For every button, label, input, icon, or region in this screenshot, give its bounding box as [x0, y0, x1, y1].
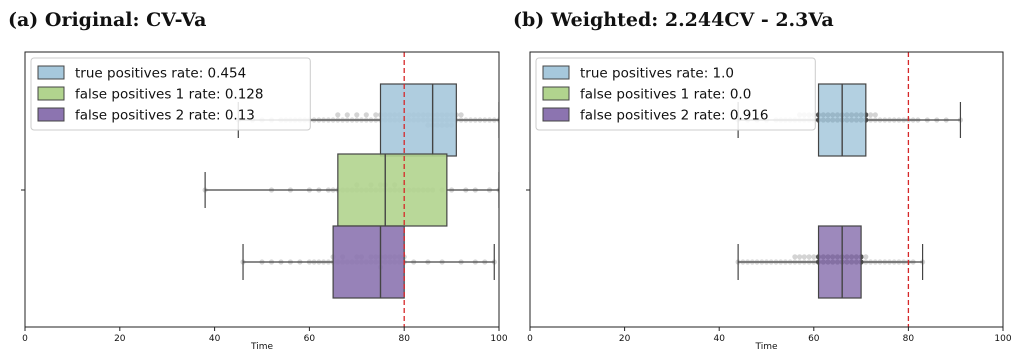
- panel-1: (b) Weighted: 2.244CV - 2.3Va 0 20 40 60 80 10…: [513, 9, 1012, 349]
- swarm-point: [792, 254, 798, 260]
- swarm-point: [872, 112, 878, 118]
- x-tick-label: 40: [713, 334, 725, 344]
- legend-entry: true positives rate: 1.0: [580, 66, 734, 82]
- x-tick-label: 80: [903, 334, 915, 344]
- plot-area: [735, 52, 964, 327]
- legend-entry: false positives 1 rate: 0.0: [580, 87, 751, 103]
- x-axis-label: Time: [754, 342, 777, 349]
- legend-swatch: [542, 107, 570, 122]
- swarm-point: [806, 254, 812, 260]
- swarm-point: [373, 112, 379, 118]
- legend-swatch: [37, 65, 65, 80]
- legend-box: [535, 57, 816, 131]
- box-2: [242, 225, 495, 299]
- legend-swatch: [37, 86, 65, 101]
- chart-title: (b) Weighted: 2.244CV - 2.3Va: [513, 9, 834, 31]
- x-tick-label: 20: [114, 334, 126, 344]
- x-tick-label: 60: [808, 334, 820, 344]
- box-rect: [337, 153, 448, 227]
- box-rect: [817, 225, 862, 299]
- box-0: [737, 83, 962, 157]
- legend-entry: true positives rate: 0.454: [75, 66, 246, 82]
- swarm-point: [354, 112, 360, 118]
- legend-box: [30, 57, 311, 131]
- box-rect: [332, 225, 405, 299]
- chart-title: (a) Original: CV-Va: [8, 9, 206, 31]
- box-rect: [379, 83, 457, 157]
- swarm-point: [811, 254, 817, 260]
- plot-area: [202, 52, 499, 327]
- x-tick-label: 20: [619, 334, 631, 344]
- x-axis-label: Time: [250, 342, 273, 349]
- legend-swatch: [542, 86, 570, 101]
- x-tick-label: 100: [994, 334, 1011, 344]
- x-tick-label: 60: [304, 334, 316, 344]
- legend-entry: false positives 2 rate: 0.916: [580, 108, 768, 124]
- x-tick-label: 100: [490, 334, 507, 344]
- x-tick-label: 0: [22, 334, 28, 344]
- swarm-point: [797, 254, 803, 260]
- x-tick-label: 40: [209, 334, 221, 344]
- legend-swatch: [542, 65, 570, 80]
- swarm-point: [801, 254, 807, 260]
- swarm-point: [344, 112, 350, 118]
- box-2: [737, 225, 924, 299]
- swarm-point: [863, 254, 869, 260]
- swarm-point: [335, 112, 341, 118]
- x-tick-label: 80: [398, 334, 410, 344]
- swarm-point: [868, 112, 874, 118]
- legend-entry: false positives 1 rate: 0.128: [75, 87, 263, 103]
- swarm-point: [458, 112, 464, 118]
- x-tick-label: 0: [527, 334, 533, 344]
- legend-swatch: [37, 107, 65, 122]
- box-1: [204, 153, 499, 227]
- legend: true positives rate: 0.454 false positive…: [30, 57, 311, 131]
- legend: true positives rate: 1.0 false positives …: [535, 57, 816, 131]
- panel-0: (a) Original: CV-Va 0 20 40 60 80 100 Time true …: [8, 9, 508, 349]
- legend-entry: false positives 2 rate: 0.13: [75, 108, 255, 124]
- swarm-point: [363, 112, 369, 118]
